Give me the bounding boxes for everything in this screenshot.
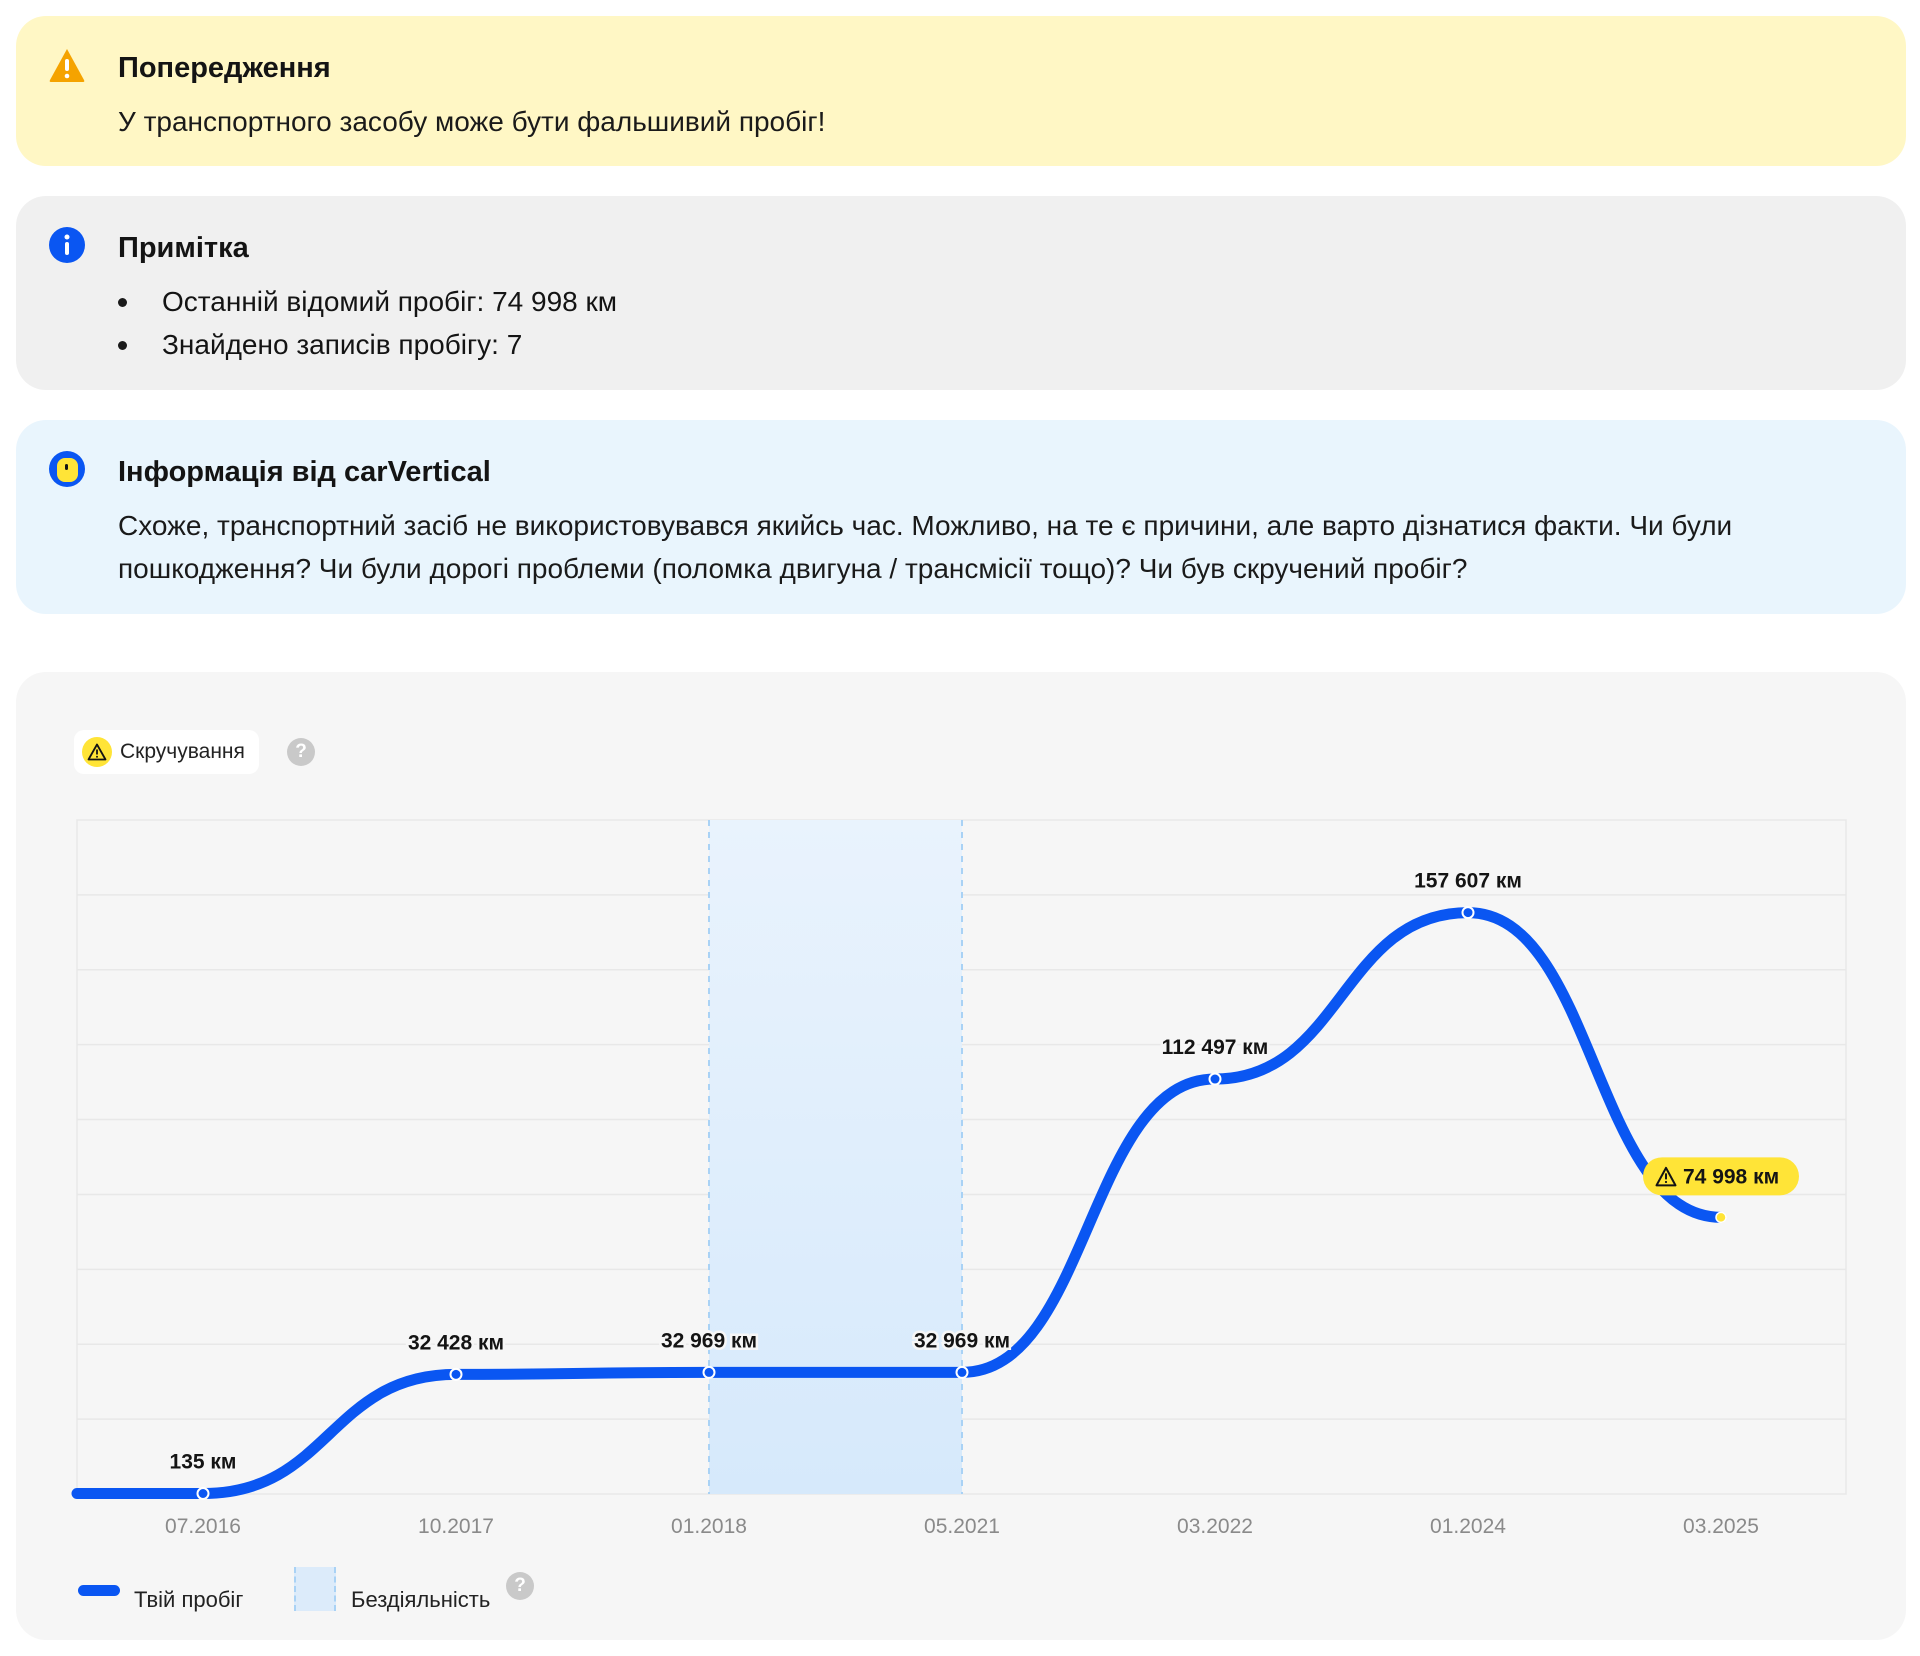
info-icon (49, 227, 85, 263)
legend-idle-swatch (294, 1567, 336, 1611)
warning-triangle-icon (1655, 1166, 1677, 1187)
x-tick-label: 03.2022 (1177, 1515, 1253, 1538)
idle-period-band (708, 820, 963, 1494)
question-icon[interactable]: ? (287, 738, 315, 766)
x-tick-label: 03.2025 (1683, 1515, 1759, 1538)
note-list: Останній відомий пробіг: 74 998 км Знайд… (118, 280, 617, 366)
list-item: Знайдено записів пробігу: 7 (118, 323, 617, 366)
info-title: Інформація від carVertical (118, 456, 491, 488)
legend-idle-label: Бездіяльність (351, 1587, 491, 1612)
warning-alert: Попередження У транспортного засобу може… (16, 16, 1906, 166)
carvertical-logo-icon (49, 451, 85, 487)
warning-triangle-icon (82, 737, 112, 767)
question-icon[interactable]: ? (506, 1572, 534, 1600)
warning-text: У транспортного засобу може бути фальшив… (118, 106, 826, 137)
idle-band (709, 820, 962, 1494)
data-point[interactable] (955, 1365, 969, 1379)
x-axis: 07.2016 10.2017 01.2018 05.2021 03.2022 01.20… (165, 1515, 1759, 1538)
data-label: 157 607 км (1414, 870, 1522, 893)
data-point[interactable] (449, 1367, 463, 1381)
data-point[interactable] (1208, 1072, 1222, 1086)
data-point[interactable] (196, 1487, 210, 1501)
data-label: 112 497 км (1162, 1036, 1269, 1059)
list-item: Останній відомий пробіг: 74 998 км (118, 280, 617, 323)
rollback-filter-label: Скручування (120, 740, 245, 763)
x-tick-label: 01.2018 (671, 1515, 747, 1538)
data-label: 135 км (170, 1451, 237, 1474)
note-card: Примітка Останній відомий пробіг: 74 998… (16, 196, 1906, 390)
x-tick-label: 05.2021 (924, 1515, 1000, 1538)
x-tick-label: 01.2024 (1430, 1515, 1506, 1538)
warning-title: Попередження (118, 52, 331, 84)
rollback-value-badge: 74 998 км (1643, 1157, 1799, 1196)
legend-mileage-swatch (78, 1585, 120, 1596)
data-point[interactable] (702, 1365, 716, 1379)
data-label: 32 969 км (661, 1329, 757, 1352)
data-point-flagged[interactable] (1715, 1211, 1727, 1224)
legend-mileage-label: Твій пробіг (134, 1587, 244, 1612)
info-text: Схоже, транспортний засіб не використову… (118, 510, 1733, 584)
x-tick-label: 10.2017 (418, 1515, 494, 1538)
data-point[interactable] (1461, 906, 1475, 920)
x-tick-label: 07.2016 (165, 1515, 241, 1538)
warning-triangle-icon (49, 49, 85, 82)
data-label: 74 998 км (1683, 1165, 1779, 1188)
rollback-filter-chip[interactable]: Скручування (74, 730, 259, 774)
data-label: 32 428 км (408, 1331, 504, 1354)
mileage-labels: 135 км 32 428 км 32 969 км 32 969 км 112 497… (167, 867, 1799, 1476)
carvertical-info-card: Інформація від carVertical Схоже, трансп… (16, 420, 1906, 614)
note-title: Примітка (118, 232, 249, 264)
mileage-points (196, 906, 1727, 1501)
data-label: 32 969 км (914, 1329, 1010, 1352)
